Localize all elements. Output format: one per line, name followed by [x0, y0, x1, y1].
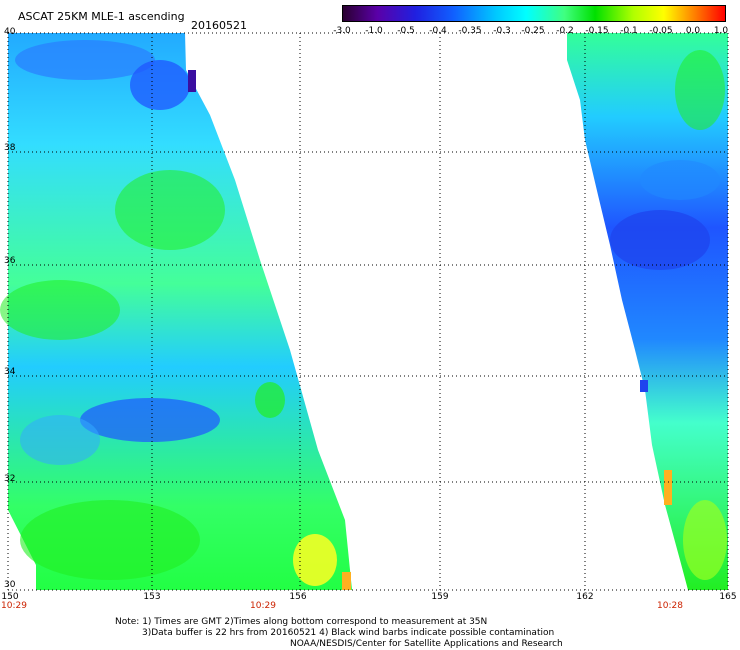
swath-time: 10:29 — [1, 601, 27, 611]
lat-label: 30 — [4, 580, 16, 590]
lon-label: 150 — [1, 592, 19, 602]
colorbar-tick: -0.05 — [649, 26, 673, 36]
colorbar-tick: -0.15 — [585, 26, 609, 36]
lon-label: 165 — [719, 592, 737, 602]
left-swath-patch — [293, 534, 337, 586]
lon-label: 162 — [576, 592, 594, 602]
left-swath-patch — [115, 170, 225, 250]
map-date: 20160521 — [191, 19, 247, 32]
lon-label: 156 — [289, 592, 307, 602]
left-swath-patch — [255, 382, 285, 418]
swath-time: 10:28 — [657, 601, 683, 611]
colorbar-tick: -3.0 — [333, 26, 351, 36]
colorbar-tick: 0.0 — [685, 26, 701, 36]
colorbar-tick: -0.4 — [429, 26, 447, 36]
right-swath-patch — [640, 380, 648, 392]
left-swath-patch — [20, 415, 100, 465]
left-swath-patch — [80, 398, 220, 442]
left-swath-patch — [188, 70, 196, 92]
left-swath-patch — [130, 60, 190, 110]
note-line-3: NOAA/NESDIS/Center for Satellite Applica… — [290, 639, 563, 649]
colorbar-tick: -0.3 — [493, 26, 511, 36]
lon-label: 159 — [431, 592, 449, 602]
left-swath-patch — [0, 280, 120, 340]
lat-label: 40 — [4, 27, 16, 37]
lat-label: 34 — [4, 367, 16, 377]
lon-label: 153 — [143, 592, 161, 602]
lat-label: 36 — [4, 256, 16, 266]
map-title: ASCAT 25KM MLE-1 ascending — [18, 10, 185, 23]
note-line-2: 3)Data buffer is 22 hrs from 20160521 4)… — [142, 628, 555, 638]
colorbar-tick: -0.25 — [521, 26, 545, 36]
colorbar-tick: -0.5 — [397, 26, 415, 36]
map-grid — [7, 32, 729, 591]
colorbar-tick: -1.0 — [365, 26, 383, 36]
colorbar-tick: -0.1 — [620, 26, 638, 36]
lat-label: 38 — [4, 143, 16, 153]
left-swath-patch — [342, 572, 351, 590]
note-line-1: Note: 1) Times are GMT 2)Times along bot… — [115, 617, 488, 627]
swath-time: 10:29 — [250, 601, 276, 611]
colorbar-tick: -0.35 — [458, 26, 482, 36]
right-swath-patch — [664, 470, 672, 505]
right-swath-patch — [675, 50, 725, 130]
lat-label: 32 — [4, 474, 16, 484]
left-swath-patch — [20, 500, 200, 580]
right-swath-patch — [610, 210, 710, 270]
right-swath-patch — [683, 500, 727, 580]
right-swath-patch — [640, 160, 720, 200]
left-swath-patch — [15, 40, 155, 80]
color-scale-bar — [342, 5, 726, 22]
colorbar-tick: -0.2 — [556, 26, 574, 36]
colorbar-tick: 1.0 — [713, 26, 729, 36]
